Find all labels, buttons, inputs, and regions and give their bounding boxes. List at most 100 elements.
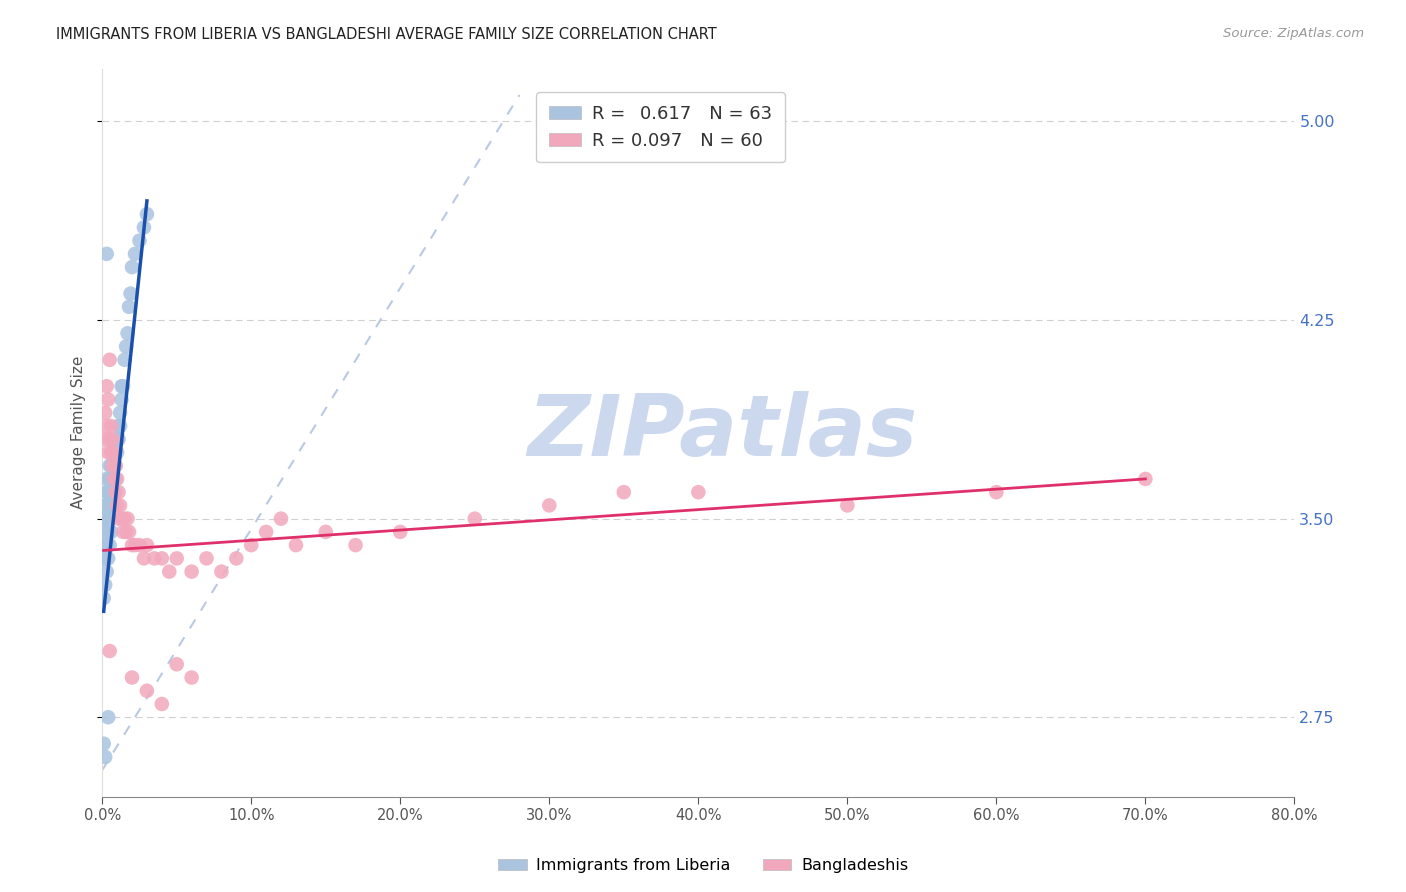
Point (180, 565, 202, 579)
Point (105, 445, 128, 459)
Point (96, 247, 118, 261)
Point (166, 551, 188, 566)
Point (157, 565, 180, 579)
Point (98, 538, 121, 552)
Point (104, 445, 127, 459)
Point (613, 485, 636, 500)
Text: IMMIGRANTS FROM LIBERIA VS BANGLADESHI AVERAGE FAMILY SIZE CORRELATION CHART: IMMIGRANTS FROM LIBERIA VS BANGLADESHI A… (56, 27, 717, 42)
Point (105, 472, 128, 486)
Point (124, 538, 146, 552)
Point (101, 458, 124, 473)
Point (101, 458, 124, 473)
Point (118, 300, 141, 314)
Point (96, 511, 118, 525)
Point (225, 551, 247, 566)
Point (98, 485, 121, 500)
Point (209, 565, 232, 579)
Point (98, 432, 121, 446)
Point (93, 511, 115, 525)
Point (96, 379, 118, 393)
Point (94, 511, 117, 525)
Point (986, 485, 1008, 500)
Point (103, 485, 125, 500)
Point (117, 326, 139, 341)
Point (270, 511, 292, 525)
Point (110, 379, 132, 393)
Point (120, 286, 142, 301)
Point (284, 538, 307, 552)
Point (108, 419, 131, 434)
Point (96, 538, 118, 552)
Point (837, 499, 859, 513)
Point (132, 220, 155, 235)
Text: ZIPatlas: ZIPatlas (527, 391, 917, 474)
Point (96, 499, 118, 513)
Point (112, 524, 135, 539)
Point (93, 551, 115, 566)
Point (97, 392, 120, 407)
Point (128, 538, 150, 552)
Point (105, 499, 128, 513)
Point (100, 524, 122, 539)
Point (108, 499, 131, 513)
Point (97, 445, 120, 459)
Point (1135, 472, 1157, 486)
Point (121, 538, 143, 552)
Y-axis label: Average Family Size: Average Family Size (72, 356, 86, 509)
Point (114, 511, 136, 525)
Point (96, 472, 118, 486)
Point (98, 472, 121, 486)
Point (98, 458, 121, 473)
Point (114, 352, 136, 367)
Point (107, 511, 129, 525)
Point (96, 485, 118, 500)
Point (96, 419, 118, 434)
Point (254, 524, 277, 539)
Point (93, 591, 115, 606)
Legend: Immigrants from Liberia, Bangladeshis: Immigrants from Liberia, Bangladeshis (492, 852, 914, 880)
Legend: R =  0.617  N = 63, R = 0.097  N = 60: R = 0.617 N = 63, R = 0.097 N = 60 (536, 92, 785, 162)
Point (107, 419, 129, 434)
Point (97, 524, 120, 539)
Point (104, 485, 127, 500)
Point (97, 485, 120, 500)
Point (315, 524, 337, 539)
Point (150, 697, 173, 711)
Point (103, 472, 125, 486)
Point (100, 472, 122, 486)
Point (104, 458, 127, 473)
Point (100, 499, 122, 513)
Point (108, 406, 131, 420)
Point (100, 419, 122, 434)
Point (195, 551, 218, 566)
Point (101, 472, 124, 486)
Point (389, 524, 412, 539)
Point (464, 511, 486, 525)
Point (94, 538, 117, 552)
Point (103, 472, 125, 486)
Point (97, 710, 120, 724)
Point (103, 445, 125, 459)
Point (166, 657, 188, 672)
Point (104, 458, 127, 473)
Point (115, 340, 138, 354)
Point (121, 671, 143, 685)
Point (93, 432, 115, 446)
Point (688, 485, 710, 500)
Point (115, 524, 138, 539)
Point (344, 538, 367, 552)
Point (150, 551, 173, 566)
Point (94, 750, 117, 764)
Point (93, 737, 115, 751)
Point (98, 511, 121, 525)
Point (101, 432, 124, 446)
Point (240, 538, 263, 552)
Point (110, 392, 132, 407)
Point (124, 247, 146, 261)
Point (101, 499, 124, 513)
Point (97, 499, 120, 513)
Point (118, 524, 141, 539)
Point (121, 260, 143, 274)
Point (100, 458, 122, 473)
Point (135, 207, 157, 221)
